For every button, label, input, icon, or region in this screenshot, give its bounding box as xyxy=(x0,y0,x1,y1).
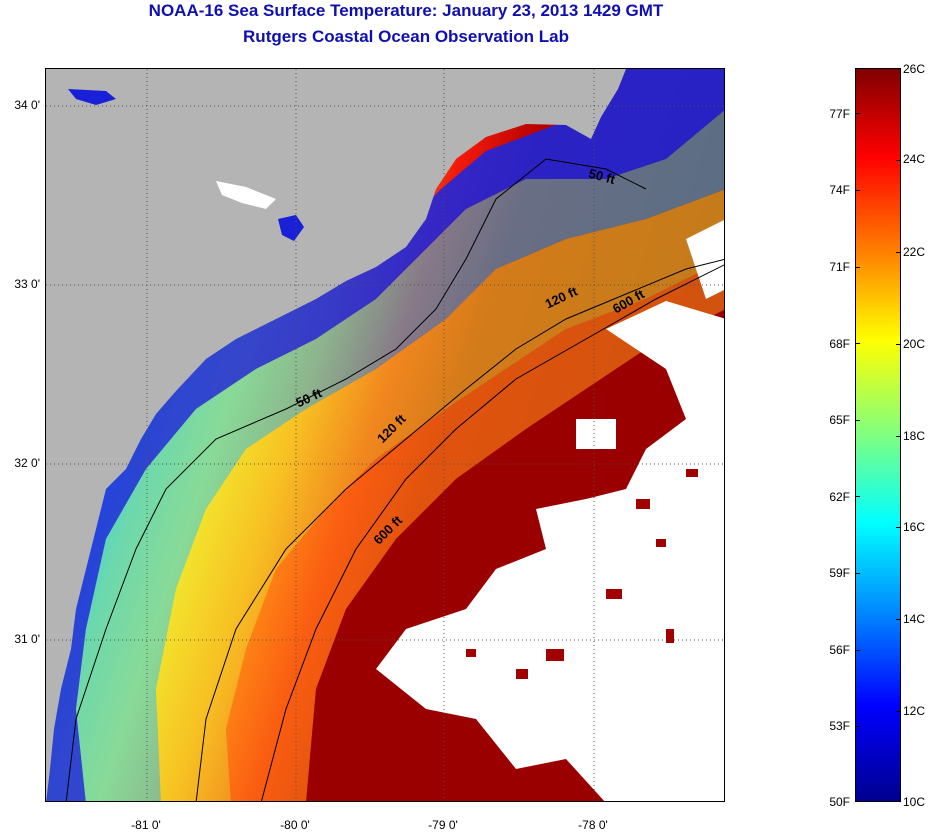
colorbar-celsius-label: 24C xyxy=(903,152,926,166)
colorbar-tick xyxy=(855,267,860,268)
colorbar-tick xyxy=(855,420,860,421)
colorbar-fahrenheit-label: 59F xyxy=(829,566,850,580)
map-title: NOAA-16 Sea Surface Temperature: January… xyxy=(148,1,664,20)
colorbar-celsius-label: 14C xyxy=(903,612,926,626)
colorbar-tick xyxy=(855,343,860,344)
colorbar-tick xyxy=(855,573,860,574)
colorbar-celsius-label: 18C xyxy=(903,429,926,443)
land-mass xyxy=(46,69,626,801)
lon-label-78: -78 0' xyxy=(578,818,608,832)
colorbar-tick xyxy=(896,711,901,712)
contour-50ft xyxy=(65,158,647,801)
sst-map: 50 ft 50 ft 120 ft 120 ft 600 ft 600 ft xyxy=(45,68,725,802)
colorbar-fahrenheit-label: 62F xyxy=(829,490,850,504)
lon-label-80: -80 0' xyxy=(280,818,310,832)
inland-lake xyxy=(278,215,304,241)
lat-label-34: 34 0' xyxy=(14,98,40,112)
colorbar-celsius-label: 16C xyxy=(903,520,926,534)
sst-map-canvas: 50 ft 50 ft 120 ft 120 ft 600 ft 600 ft xyxy=(46,69,724,801)
colorbar-tick xyxy=(855,190,860,191)
graticule xyxy=(46,69,724,801)
contour-600ft xyxy=(261,264,724,801)
colorbar-tick xyxy=(855,496,860,497)
coastal-cyan-band xyxy=(76,110,724,801)
colorbar-tick xyxy=(855,113,860,114)
colorbar-celsius-label: 12C xyxy=(903,704,926,718)
temperature-colorbar xyxy=(855,68,901,802)
cloud-speckle xyxy=(466,469,698,679)
colorbar-tick xyxy=(896,436,901,437)
colorbar-fahrenheit-label: 65F xyxy=(829,413,850,427)
colorbar-tick xyxy=(896,527,901,528)
colorbar-celsius-label: 20C xyxy=(903,337,926,351)
inland-lake-3 xyxy=(68,89,116,105)
bathymetry-contours xyxy=(65,158,724,801)
colorbar-fahrenheit-label: 77F xyxy=(829,107,850,121)
cloud-mask xyxy=(376,220,724,801)
colorbar-tick xyxy=(896,619,901,620)
colorbar-tick xyxy=(896,68,901,69)
inland-lake-2 xyxy=(216,181,276,209)
colorbar-fahrenheit-label: 74F xyxy=(829,183,850,197)
colorbar-celsius-label: 26C xyxy=(903,62,926,76)
lat-label-32: 32 0' xyxy=(14,456,40,470)
shelf-yellow-band xyxy=(156,189,724,801)
lon-label-81: -81 0' xyxy=(131,818,161,832)
colorbar-fahrenheit-label: 53F xyxy=(829,719,850,733)
colorbar-tick xyxy=(896,801,901,802)
colorbar-tick xyxy=(855,726,860,727)
colorbar-fahrenheit-label: 71F xyxy=(829,260,850,274)
lat-label-33: 33 0' xyxy=(14,277,40,291)
colorbar-celsius-label: 10C xyxy=(903,795,926,809)
coastal-cold-band xyxy=(46,69,724,801)
contour-label-50ft-north: 50 ft xyxy=(587,166,617,188)
lon-label-79: -79 0' xyxy=(428,818,458,832)
colorbar-fahrenheit-label: 50F xyxy=(829,795,850,809)
colorbar-celsius-label: 22C xyxy=(903,245,926,259)
contour-120ft xyxy=(195,258,724,801)
colorbar-tick xyxy=(896,252,901,253)
colorbar-tick xyxy=(896,344,901,345)
colorbar-fahrenheit-label: 56F xyxy=(829,643,850,657)
map-subtitle: Rutgers Coastal Ocean Observation Lab xyxy=(243,27,569,46)
lat-label-31: 31 0' xyxy=(14,632,40,646)
colorbar-tick xyxy=(855,650,860,651)
colorbar-tick xyxy=(896,160,901,161)
colorbar-fahrenheit-label: 68F xyxy=(829,337,850,351)
